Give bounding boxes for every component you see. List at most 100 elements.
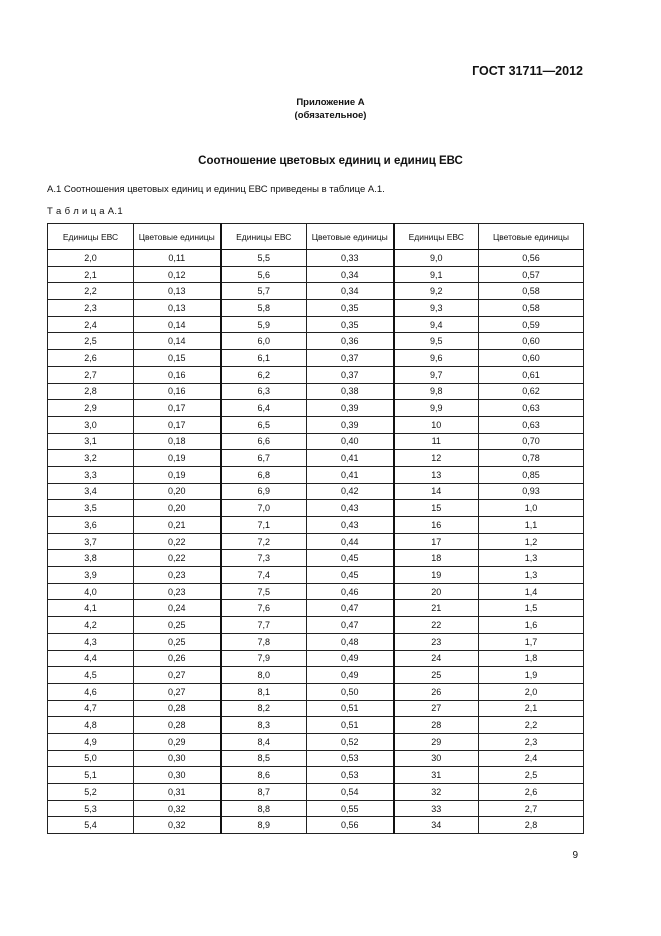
cell-ebc-units: 5,2 <box>47 783 134 801</box>
cell-color-units: 0,17 <box>133 399 221 417</box>
cell-color-units: 2,5 <box>478 766 584 784</box>
cell-ebc-units: 6,8 <box>219 465 307 484</box>
cell-ebc-units: 6,3 <box>219 382 307 401</box>
cell-color-units: 0,11 <box>133 249 221 267</box>
cell-color-units: 0,58 <box>478 299 584 317</box>
table-row: 2,2 0,13 5,7 0,34 9,2 0,58 <box>47 282 584 301</box>
table-row: 4,9 0,29 8,4 0,52 29 2,3 <box>47 732 584 751</box>
cell-ebc-units: 7,3 <box>219 549 307 568</box>
cell-color-units: 0,32 <box>133 816 221 835</box>
cell-ebc-units: 3,4 <box>47 482 134 501</box>
cell-ebc-units: 9,0 <box>392 249 479 267</box>
cell-color-units: 0,16 <box>133 365 221 384</box>
conversion-table: Единицы ЕВС Цветовые единицы Единицы ЕВС… <box>47 223 584 835</box>
cell-color-units: 0,12 <box>133 265 221 284</box>
cell-ebc-units: 4,4 <box>47 649 134 668</box>
cell-ebc-units: 14 <box>392 482 479 501</box>
cell-color-units: 0,23 <box>133 566 221 584</box>
cell-ebc-units: 6,0 <box>219 332 307 351</box>
table-caption: Т а б л и ц а А.1 <box>47 206 123 217</box>
cell-ebc-units: 17 <box>392 532 479 551</box>
cell-color-units: 0,45 <box>306 566 394 584</box>
cell-color-units: 0,41 <box>306 449 394 467</box>
table-row: 5,1 0,30 8,6 0,53 31 2,5 <box>47 766 584 784</box>
table-row: 5,2 0,31 8,7 0,54 32 2,6 <box>47 783 584 801</box>
cell-ebc-units: 10 <box>392 415 479 434</box>
cell-ebc-units: 2,5 <box>47 332 134 351</box>
cell-color-units: 0,21 <box>133 516 221 534</box>
cell-ebc-units: 9,5 <box>392 332 479 351</box>
appendix-title: Приложение А <box>296 97 365 108</box>
cell-color-units: 0,13 <box>133 299 221 317</box>
cell-ebc-units: 6,6 <box>219 432 307 451</box>
table-row: 2,9 0,17 6,4 0,39 9,9 0,63 <box>47 399 584 417</box>
cell-ebc-units: 24 <box>392 649 479 668</box>
cell-color-units: 0,27 <box>133 666 221 684</box>
cell-ebc-units: 6,7 <box>219 449 307 467</box>
cell-color-units: 0,40 <box>306 432 394 451</box>
table-row: 3,5 0,20 7,0 0,43 15 1,0 <box>47 499 584 517</box>
header-ebc-units: Единицы ЕВС <box>219 223 307 250</box>
cell-ebc-units: 3,8 <box>47 549 134 568</box>
cell-ebc-units: 3,2 <box>47 449 134 467</box>
table-row: 3,1 0,18 6,6 0,40 11 0,70 <box>47 432 584 451</box>
intro-paragraph: А.1 Соотношения цветовых единиц и единиц… <box>47 184 385 195</box>
cell-ebc-units: 7,5 <box>219 582 307 601</box>
cell-color-units: 0,30 <box>133 749 221 768</box>
cell-ebc-units: 31 <box>392 766 479 784</box>
cell-ebc-units: 5,0 <box>47 749 134 768</box>
cell-color-units: 0,35 <box>306 299 394 317</box>
cell-color-units: 2,0 <box>478 682 584 701</box>
cell-color-units: 0,56 <box>306 816 394 835</box>
table-row: 4,2 0,25 7,7 0,47 22 1,6 <box>47 616 584 634</box>
cell-ebc-units: 2,4 <box>47 315 134 334</box>
header-ebc-units: Единицы ЕВС <box>392 223 479 250</box>
cell-ebc-units: 6,2 <box>219 365 307 384</box>
cell-color-units: 2,2 <box>478 716 584 734</box>
cell-color-units: 0,53 <box>306 749 394 768</box>
cell-ebc-units: 9,9 <box>392 399 479 417</box>
cell-color-units: 0,55 <box>306 799 394 818</box>
cell-ebc-units: 7,2 <box>219 532 307 551</box>
cell-color-units: 0,43 <box>306 499 394 517</box>
table-row: 3,3 0,19 6,8 0,41 13 0,85 <box>47 465 584 484</box>
table-row: 2,8 0,16 6,3 0,38 9,8 0,62 <box>47 382 584 401</box>
table-row: 4,7 0,28 8,2 0,51 27 2,1 <box>47 699 584 718</box>
cell-ebc-units: 9,4 <box>392 315 479 334</box>
header-color-units: Цветовые единицы <box>133 223 221 250</box>
cell-ebc-units: 3,7 <box>47 532 134 551</box>
table-header-row: Единицы ЕВС Цветовые единицы Единицы ЕВС… <box>47 223 584 250</box>
cell-color-units: 0,51 <box>306 716 394 734</box>
cell-ebc-units: 8,1 <box>219 682 307 701</box>
cell-color-units: 0,25 <box>133 616 221 634</box>
cell-color-units: 1,6 <box>478 616 584 634</box>
cell-color-units: 0,19 <box>133 465 221 484</box>
cell-color-units: 0,48 <box>306 632 394 651</box>
table-row: 3,2 0,19 6,7 0,41 12 0,78 <box>47 449 584 467</box>
table-row: 3,0 0,17 6,5 0,39 10 0,63 <box>47 415 584 434</box>
table-row: 4,8 0,28 8,3 0,51 28 2,2 <box>47 716 584 734</box>
table-row: 2,7 0,16 6,2 0,37 9,7 0,61 <box>47 365 584 384</box>
cell-ebc-units: 5,1 <box>47 766 134 784</box>
cell-ebc-units: 21 <box>392 599 479 618</box>
cell-ebc-units: 8,9 <box>219 816 307 835</box>
cell-color-units: 0,30 <box>133 766 221 784</box>
cell-ebc-units: 15 <box>392 499 479 517</box>
cell-color-units: 0,44 <box>306 532 394 551</box>
cell-ebc-units: 7,0 <box>219 499 307 517</box>
cell-color-units: 0,85 <box>478 465 584 484</box>
cell-color-units: 0,93 <box>478 482 584 501</box>
cell-ebc-units: 5,5 <box>219 249 307 267</box>
cell-color-units: 1,5 <box>478 599 584 618</box>
cell-color-units: 0,43 <box>306 516 394 534</box>
cell-color-units: 0,53 <box>306 766 394 784</box>
cell-ebc-units: 8,4 <box>219 732 307 751</box>
cell-color-units: 0,56 <box>478 249 584 267</box>
cell-ebc-units: 7,9 <box>219 649 307 668</box>
cell-ebc-units: 4,3 <box>47 632 134 651</box>
cell-ebc-units: 26 <box>392 682 479 701</box>
cell-ebc-units: 4,8 <box>47 716 134 734</box>
cell-ebc-units: 32 <box>392 783 479 801</box>
cell-ebc-units: 5,7 <box>219 282 307 301</box>
cell-color-units: 0,25 <box>133 632 221 651</box>
